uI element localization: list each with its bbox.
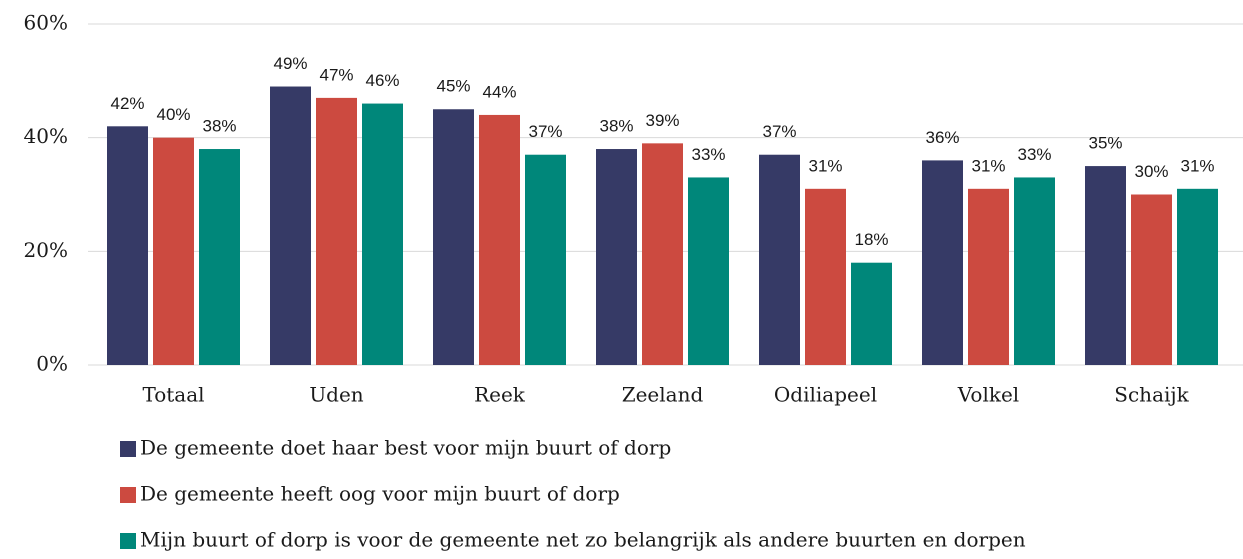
bar	[1085, 166, 1126, 365]
legend-label: De gemeente doet haar best voor mijn buu…	[140, 436, 671, 460]
bar	[433, 109, 474, 365]
bar	[851, 262, 892, 365]
bar	[1177, 188, 1218, 365]
bar	[270, 86, 311, 366]
bar	[199, 149, 240, 365]
data-label: 44%	[482, 82, 516, 101]
data-label: 35%	[1088, 134, 1122, 153]
bar	[107, 126, 148, 365]
data-label: 18%	[854, 230, 888, 249]
x-tick-label: Totaal	[142, 383, 204, 407]
x-tick-label: Uden	[309, 383, 363, 407]
data-label: 37%	[528, 122, 562, 141]
y-tick-label: 20%	[24, 238, 68, 262]
data-label: 36%	[925, 128, 959, 147]
bar	[596, 149, 637, 365]
bar	[153, 137, 194, 365]
y-tick-label: 0%	[36, 352, 68, 376]
legend-marker	[120, 441, 136, 457]
bar	[525, 154, 566, 365]
legend-marker	[120, 487, 136, 503]
data-label: 31%	[808, 156, 842, 175]
x-tick-label: Schaijk	[1114, 383, 1189, 407]
data-label: 38%	[202, 117, 236, 136]
y-tick-label: 60%	[24, 11, 68, 35]
x-tick-label: Volkel	[957, 383, 1019, 407]
bar	[642, 143, 683, 365]
legend-label: De gemeente heeft oog voor mijn buurt of…	[140, 482, 620, 506]
data-label: 45%	[436, 77, 470, 96]
data-label: 39%	[645, 111, 679, 130]
bar	[968, 188, 1009, 365]
bar	[362, 103, 403, 366]
bar	[1014, 177, 1055, 365]
data-label: 37%	[762, 122, 796, 141]
data-label: 38%	[599, 117, 633, 136]
x-tick-label: Reek	[474, 383, 526, 407]
legend-marker	[120, 533, 136, 549]
x-tick-label: Zeeland	[622, 383, 704, 407]
data-label: 33%	[1017, 145, 1051, 164]
bar	[479, 114, 520, 365]
data-label: 42%	[110, 94, 144, 113]
data-label: 30%	[1134, 162, 1168, 181]
y-tick-label: 40%	[24, 124, 68, 148]
x-tick-label: Odiliapeel	[774, 383, 877, 407]
data-label: 40%	[156, 105, 190, 124]
bar	[805, 188, 846, 365]
data-label: 31%	[1180, 156, 1214, 175]
legend-label: Mijn buurt of dorp is voor de gemeente n…	[140, 528, 1026, 552]
bar	[1131, 194, 1172, 365]
data-label: 33%	[691, 145, 725, 164]
bar	[316, 97, 357, 365]
bar	[688, 177, 729, 365]
data-label: 31%	[971, 156, 1005, 175]
bar	[759, 154, 800, 365]
data-label: 46%	[365, 71, 399, 90]
data-label: 49%	[273, 54, 307, 73]
data-label: 47%	[319, 65, 353, 84]
bar	[922, 160, 963, 365]
